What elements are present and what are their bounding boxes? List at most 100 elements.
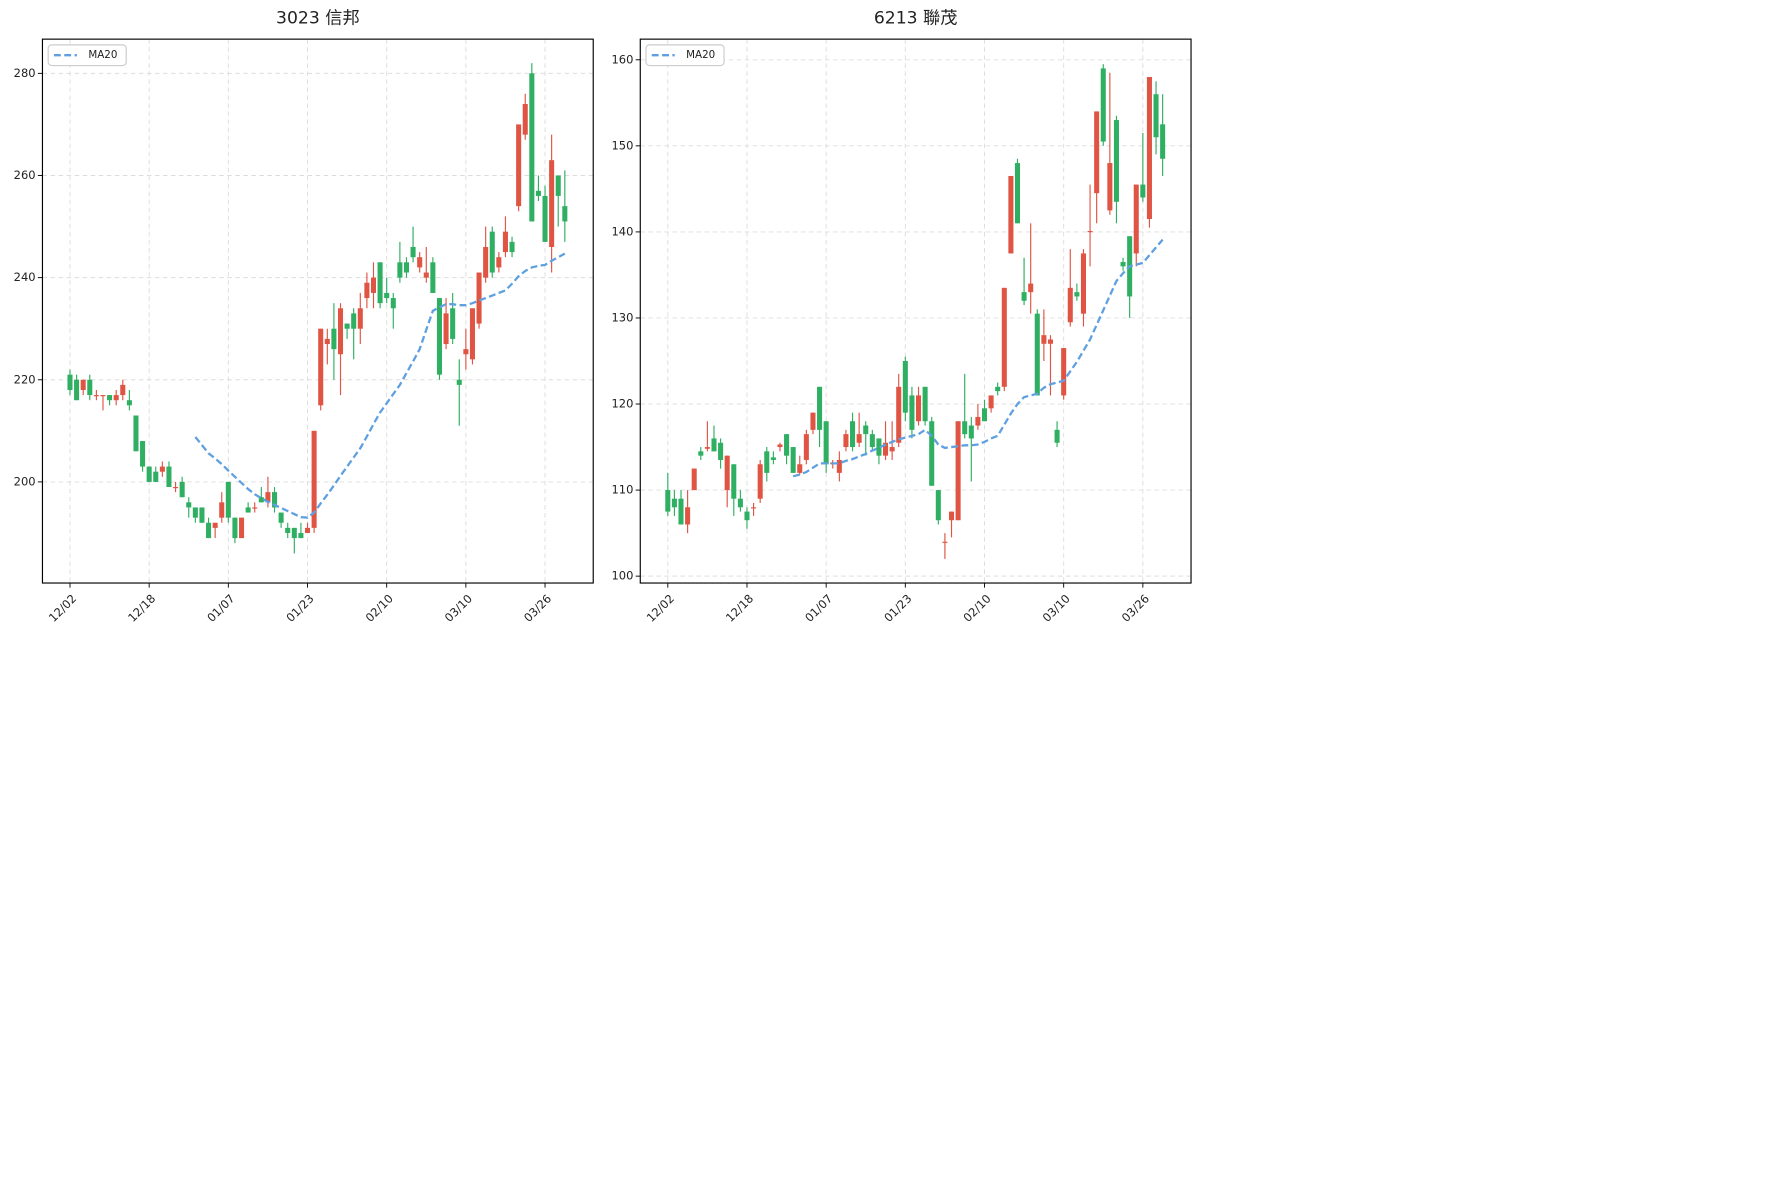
candle-body bbox=[562, 206, 568, 222]
x-tick-label: 01/23 bbox=[283, 591, 316, 624]
candle-body bbox=[496, 257, 502, 268]
candle-body bbox=[265, 492, 271, 503]
y-tick-label: 140 bbox=[611, 224, 633, 238]
candle-body bbox=[751, 507, 757, 509]
x-tick-label: 01/23 bbox=[881, 591, 914, 624]
candle-body bbox=[1080, 253, 1086, 314]
candle-body bbox=[219, 502, 225, 518]
candle-body bbox=[731, 464, 737, 499]
candle-body bbox=[770, 457, 776, 460]
y-tick-label: 130 bbox=[611, 310, 633, 324]
candle-body bbox=[1054, 429, 1060, 443]
candle-body bbox=[790, 447, 796, 473]
candle-body bbox=[80, 379, 86, 390]
candle-body bbox=[535, 190, 541, 196]
plot-frame bbox=[41, 38, 594, 584]
candle-body bbox=[476, 272, 482, 324]
legend-label: MA20 bbox=[88, 49, 117, 61]
candle-body bbox=[889, 447, 895, 452]
candle-body bbox=[239, 517, 245, 539]
candle-body bbox=[935, 490, 941, 521]
candle-body bbox=[711, 438, 717, 452]
candle-body bbox=[922, 386, 928, 422]
x-tick-label: 12/18 bbox=[723, 591, 756, 624]
y-tick-label: 100 bbox=[611, 569, 633, 583]
candle-body bbox=[777, 444, 783, 448]
candle-body bbox=[1140, 184, 1146, 198]
candle-body bbox=[764, 451, 770, 473]
candle-body bbox=[948, 511, 955, 521]
candle-body bbox=[1087, 231, 1093, 233]
candle-body bbox=[107, 395, 113, 401]
candle-body bbox=[843, 434, 849, 448]
candle-body bbox=[377, 262, 383, 304]
candle-body bbox=[836, 459, 842, 473]
candle-body bbox=[436, 298, 442, 375]
candle-body bbox=[929, 421, 935, 486]
candle-body bbox=[159, 466, 165, 472]
x-tick-label: 03/10 bbox=[1040, 591, 1073, 624]
y-tick-label: 260 bbox=[14, 168, 36, 182]
candle-body bbox=[153, 471, 159, 482]
candle-body bbox=[489, 231, 495, 273]
candle-body bbox=[450, 308, 456, 339]
candle-body bbox=[1008, 175, 1014, 254]
candle-body bbox=[232, 517, 238, 539]
candle-body bbox=[1001, 287, 1007, 387]
ma-line bbox=[194, 252, 566, 519]
candle-body bbox=[384, 292, 390, 299]
candle-body bbox=[1113, 120, 1119, 202]
candle-body bbox=[665, 490, 671, 512]
x-tick-label: 03/10 bbox=[442, 591, 475, 624]
candle-body bbox=[784, 434, 790, 456]
candle-body bbox=[509, 241, 515, 253]
candle-body bbox=[186, 502, 192, 508]
candle-body bbox=[902, 360, 908, 413]
y-tick-label: 160 bbox=[611, 52, 633, 66]
x-tick-label: 12/18 bbox=[125, 591, 158, 624]
candle-body bbox=[691, 468, 697, 491]
candle-body bbox=[212, 522, 218, 528]
x-tick-label: 02/10 bbox=[363, 591, 396, 624]
candle-body bbox=[1160, 124, 1166, 159]
candle-body bbox=[817, 386, 823, 430]
candle-body bbox=[87, 379, 93, 396]
x-tick-label: 01/07 bbox=[204, 591, 237, 624]
legend-box bbox=[645, 44, 725, 67]
candle-body bbox=[285, 527, 291, 533]
candle-body bbox=[146, 466, 152, 482]
candle-body bbox=[1094, 111, 1100, 194]
candle-body bbox=[245, 507, 251, 513]
candle-body bbox=[803, 434, 809, 460]
candle-body bbox=[1021, 292, 1027, 301]
candle-body bbox=[671, 498, 677, 508]
candle-body bbox=[850, 421, 856, 448]
x-tick-label: 12/02 bbox=[644, 591, 677, 624]
candle-body bbox=[443, 313, 449, 345]
candle-body bbox=[344, 323, 350, 329]
candle-body bbox=[463, 349, 469, 355]
candle-body bbox=[100, 395, 106, 397]
candle-body bbox=[199, 507, 205, 523]
candle-body bbox=[304, 527, 311, 533]
candle-body bbox=[390, 298, 396, 309]
candle-body bbox=[291, 527, 297, 539]
candle-body bbox=[724, 455, 730, 491]
candle-body bbox=[258, 497, 264, 503]
candle-body bbox=[1028, 283, 1034, 293]
candle-body bbox=[113, 395, 119, 401]
y-tick-label: 150 bbox=[611, 138, 633, 152]
candle-body bbox=[876, 438, 882, 456]
candle-body bbox=[698, 451, 704, 456]
candle-body bbox=[192, 507, 198, 518]
candle-body bbox=[542, 195, 548, 242]
candle-body bbox=[896, 386, 902, 443]
y-tick-label: 200 bbox=[14, 474, 36, 488]
candle-body bbox=[311, 430, 317, 528]
candle-body bbox=[1146, 77, 1152, 220]
candle-body bbox=[483, 246, 489, 278]
candle-body bbox=[797, 464, 803, 473]
candle-body bbox=[133, 415, 139, 452]
candle-body bbox=[718, 442, 724, 460]
